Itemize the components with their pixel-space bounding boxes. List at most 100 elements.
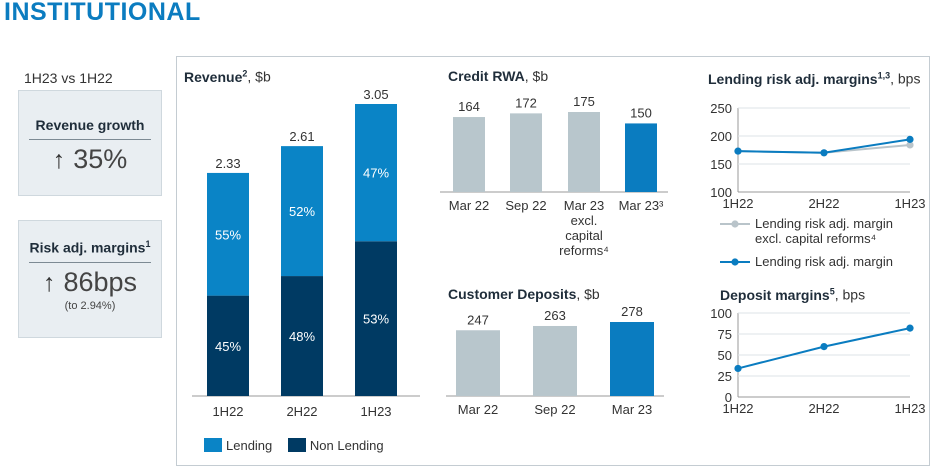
x-tick-label: reforms⁴ — [559, 243, 609, 258]
bar — [568, 112, 600, 192]
legend-swatch-non-lending — [287, 438, 306, 452]
chart-unit: , $b — [524, 68, 549, 84]
data-label-non-lending: 45% — [215, 339, 241, 354]
chart-title-text: Customer Deposits — [448, 286, 577, 302]
y-tick-label: 25 — [718, 369, 732, 384]
x-tick-label: 2H22 — [808, 401, 839, 416]
x-tick-label: capital — [565, 228, 603, 243]
chart-unit: , bps — [890, 70, 921, 87]
credit-rwa-chart-title: Credit RWA, $b — [448, 68, 548, 84]
x-tick-label: excl. — [571, 213, 598, 228]
x-tick-label: Sep 22 — [505, 198, 546, 213]
x-tick-label: Mar 23³ — [619, 198, 664, 213]
y-tick-label: 75 — [718, 327, 732, 342]
chart-title-text: Credit RWA — [448, 68, 525, 84]
legend-marker — [731, 220, 739, 228]
data-label: 263 — [544, 308, 566, 323]
lending-margins-chart-title: Lending risk adj. margins1,3, bps — [708, 70, 920, 87]
legend-item-lending: Lending — [204, 438, 272, 453]
data-label: 164 — [458, 99, 480, 114]
x-tick-label: 1H23 — [894, 196, 925, 211]
period-label: 1H23 vs 1H22 — [24, 70, 113, 86]
kpi-risk-adj-margins: Risk adj. margins1 ↑ 86bps (to 2.94%) — [18, 220, 162, 338]
x-tick-label: 2H22 — [808, 196, 839, 211]
x-tick-label: 1H22 — [722, 196, 753, 211]
bar — [625, 123, 657, 192]
data-point — [906, 141, 914, 149]
data-label-non-lending: 48% — [289, 329, 315, 344]
footnote-ref: 2 — [242, 68, 248, 78]
revenue-legend: Lending Non Lending — [204, 438, 396, 453]
data-label-lending: 55% — [215, 227, 241, 242]
kpi-label-text: Risk adj. margins — [29, 239, 146, 256]
bar — [453, 117, 485, 192]
chart-title-text: Lending risk adj. margins — [708, 70, 878, 87]
kpi-value: ↑ 35% — [19, 144, 161, 175]
bar-lending — [281, 146, 323, 277]
up-arrow-icon: ↑ — [42, 268, 56, 297]
data-point — [820, 343, 828, 351]
chart-unit: , bps — [834, 286, 866, 303]
data-point — [906, 324, 914, 332]
legend-label: Non Lending — [309, 438, 384, 453]
deposit-margins-chart-title: Deposit margins5, bps — [720, 286, 865, 303]
kpi-label: Risk adj. margins1 — [29, 239, 151, 263]
x-tick-label: Mar 22 — [449, 198, 489, 213]
footnote-ref: 5 — [829, 286, 835, 296]
legend-label: excl. capital reforms⁴ — [755, 231, 876, 246]
kpi-revenue-growth: Revenue growth ↑ 35% — [18, 90, 162, 196]
y-tick-label: 150 — [710, 157, 732, 172]
y-tick-label: 100 — [710, 185, 732, 200]
chart-title-text: Revenue — [184, 68, 243, 85]
x-tick-label: Sep 22 — [534, 402, 575, 417]
bar-lending — [207, 172, 249, 296]
data-label: 247 — [467, 312, 489, 327]
x-tick-label: Mar 23 — [612, 402, 652, 417]
legend-item-non-lending: Non Lending — [287, 438, 384, 453]
legend-label: Lending — [226, 438, 273, 453]
x-tick-label: Mar 23 — [564, 198, 604, 213]
data-point — [734, 147, 742, 155]
y-tick-label: 50 — [718, 348, 732, 363]
bar-non-lending — [281, 276, 323, 396]
y-tick-label: 250 — [710, 101, 732, 116]
x-tick-label: 1H23 — [894, 401, 925, 416]
bar — [510, 113, 542, 192]
legend-label: Lending risk adj. margin — [755, 254, 893, 269]
data-label-lending: 47% — [363, 166, 389, 181]
chart-unit: , $b — [247, 68, 271, 85]
kpi-value: ↑ 86bps — [19, 267, 161, 298]
revenue-chart-title: Revenue2, $b — [184, 68, 271, 85]
legend-swatch-lending — [204, 438, 222, 452]
footnote-ref: 1 — [145, 239, 151, 249]
bar-lending — [355, 104, 397, 242]
x-tick-label: Mar 22 — [458, 402, 498, 417]
data-label-total: 2.33 — [215, 156, 240, 171]
charts-panel — [176, 56, 930, 466]
kpi-note: (to 2.94%) — [64, 299, 116, 312]
data-point — [734, 364, 742, 373]
data-label-lending: 52% — [289, 204, 315, 219]
data-label: 278 — [621, 304, 643, 319]
legend-label: Lending risk adj. margin — [755, 216, 893, 231]
data-label-total: 2.61 — [289, 129, 314, 144]
data-label: 175 — [573, 94, 595, 109]
x-tick-label: 1H22 — [212, 404, 243, 419]
x-tick-label: 1H22 — [722, 401, 753, 416]
up-arrow-icon: ↑ — [52, 146, 66, 174]
footnote-ref: 1,3 — [877, 70, 891, 80]
bar-non-lending — [355, 241, 397, 396]
kpi-value-text: 86bps — [63, 266, 138, 297]
bar — [456, 330, 500, 396]
chart-unit: , $b — [576, 286, 600, 302]
legend-marker — [731, 258, 739, 266]
bar — [533, 325, 577, 396]
data-point — [906, 135, 914, 143]
data-label-total: 3.05 — [363, 87, 388, 102]
x-tick-label: 1H23 — [360, 404, 391, 419]
data-point — [820, 149, 828, 157]
bar-non-lending — [207, 295, 249, 396]
x-tick-label: 2H22 — [286, 404, 317, 419]
kpi-label: Revenue growth — [29, 117, 151, 140]
